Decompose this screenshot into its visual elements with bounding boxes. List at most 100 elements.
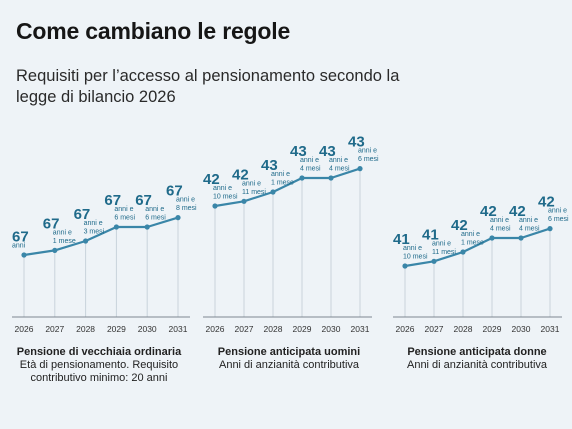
tick-label: 2030 bbox=[322, 324, 341, 334]
caption-subtitle: Età di pensionamento. Requisito contribu… bbox=[19, 359, 179, 384]
data-label-value: 43 bbox=[319, 143, 336, 160]
data-label-unit: anni e bbox=[432, 240, 451, 247]
data-label-value: 67 bbox=[135, 192, 152, 209]
data-label-unit: anni e bbox=[271, 171, 290, 178]
data-label-value: 67 bbox=[12, 229, 29, 246]
data-label-unit: anni e bbox=[176, 197, 195, 204]
tick-label: 2030 bbox=[512, 324, 531, 334]
data-label-unit: 1 mese bbox=[461, 240, 484, 247]
data-label-unit: anni e bbox=[519, 217, 538, 224]
data-label-unit: anni e bbox=[114, 206, 133, 213]
tick-label: 2027 bbox=[45, 324, 64, 334]
caption-subtitle: Anni di anzianità contributiva bbox=[218, 359, 360, 371]
data-point bbox=[144, 224, 150, 230]
data-point bbox=[212, 203, 218, 209]
data-point bbox=[241, 198, 247, 204]
page-subtitle: Requisiti per l’accesso al pensionamento… bbox=[16, 67, 400, 106]
data-point bbox=[489, 235, 495, 241]
tick-label: 2026 bbox=[15, 324, 34, 334]
data-label-unit: 10 mesi bbox=[403, 254, 428, 261]
data-label-value: 43 bbox=[348, 134, 365, 151]
data-label-unit: 3 mesi bbox=[84, 229, 105, 236]
caption-anticipata-uomini: Pensione anticipata uomini Anni di anzia… bbox=[196, 346, 382, 372]
tick-label: 2031 bbox=[351, 324, 370, 334]
data-label-unit: 10 mesi bbox=[213, 194, 238, 201]
data-label-unit: 6 mesi bbox=[358, 156, 379, 163]
data-point bbox=[83, 238, 89, 244]
data-label-unit: anni e bbox=[145, 206, 164, 213]
data-point bbox=[270, 189, 276, 195]
data-label-value: 67 bbox=[166, 183, 183, 200]
data-point bbox=[113, 224, 119, 230]
data-label-unit: 8 mesi bbox=[176, 205, 197, 212]
series-line bbox=[214, 167, 361, 208]
tick-label: 2027 bbox=[425, 324, 444, 334]
series-line bbox=[23, 216, 179, 257]
data-label-value: 41 bbox=[422, 226, 439, 243]
tick-label: 2029 bbox=[107, 324, 126, 334]
data-label-value: 43 bbox=[261, 157, 278, 174]
data-label-value: 67 bbox=[104, 192, 121, 209]
data-label-value: 42 bbox=[538, 194, 555, 211]
data-label-value: 42 bbox=[509, 203, 526, 220]
data-point bbox=[357, 166, 363, 172]
data-label-unit: anni e bbox=[490, 217, 509, 224]
caption-vecchiaia: Pensione di vecchiaia ordinaria Età di p… bbox=[6, 346, 192, 385]
data-label-value: 67 bbox=[43, 215, 60, 232]
data-label-value: 42 bbox=[480, 203, 497, 220]
data-label-unit: anni e bbox=[358, 148, 377, 155]
data-label-unit: 4 mesi bbox=[519, 226, 540, 233]
data-label-unit: anni e bbox=[461, 231, 480, 238]
data-label-value: 42 bbox=[232, 166, 249, 183]
tick-label: 2028 bbox=[76, 324, 95, 334]
data-label-unit: 1 mese bbox=[53, 238, 76, 245]
data-point bbox=[328, 175, 334, 181]
data-point bbox=[21, 252, 27, 258]
series-line bbox=[404, 227, 551, 268]
data-label-unit: anni e bbox=[213, 185, 232, 192]
tick-label: 2026 bbox=[206, 324, 225, 334]
data-label-unit: 11 mesi bbox=[242, 189, 266, 196]
data-point bbox=[299, 175, 305, 181]
tick-label: 2030 bbox=[138, 324, 157, 334]
tick-label: 2028 bbox=[454, 324, 473, 334]
tick-label: 2029 bbox=[483, 324, 502, 334]
tick-label: 2029 bbox=[293, 324, 312, 334]
data-label-unit: anni e bbox=[84, 220, 103, 227]
data-label-unit: anni e bbox=[403, 245, 422, 252]
data-label-value: 43 bbox=[290, 143, 307, 160]
data-point bbox=[431, 258, 437, 264]
data-label-unit: 11 mesi bbox=[432, 249, 456, 256]
data-label-value: 42 bbox=[451, 217, 468, 234]
data-point bbox=[175, 215, 181, 221]
data-label-unit: 4 mesi bbox=[490, 226, 511, 233]
data-label-unit: anni e bbox=[329, 157, 348, 164]
data-label-value: 42 bbox=[203, 171, 220, 188]
caption-title: Pensione di vecchiaia ordinaria bbox=[16, 346, 182, 358]
data-label-unit: 1 mese bbox=[271, 180, 294, 187]
data-point bbox=[518, 235, 524, 241]
data-label-unit: anni e bbox=[242, 180, 261, 187]
tick-label: 2031 bbox=[169, 324, 188, 334]
tick-label: 2026 bbox=[396, 324, 415, 334]
data-label-unit: anni e bbox=[548, 208, 567, 215]
data-label-value: 41 bbox=[393, 231, 410, 248]
data-label-value: 67 bbox=[74, 206, 91, 223]
data-point bbox=[52, 247, 58, 253]
page-title: Come cambiano le regole bbox=[16, 18, 291, 44]
data-point bbox=[460, 249, 466, 255]
data-label-unit: 4 mesi bbox=[329, 166, 350, 173]
data-point bbox=[547, 226, 553, 232]
caption-title: Pensione anticipata donne bbox=[407, 346, 547, 358]
data-label-unit: 6 mesi bbox=[145, 215, 166, 222]
tick-label: 2028 bbox=[264, 324, 283, 334]
data-label-unit: anni e bbox=[53, 229, 72, 236]
data-point bbox=[402, 263, 408, 269]
data-label-unit: 6 mesi bbox=[548, 216, 569, 223]
caption-subtitle: Anni di anzianità contributiva bbox=[406, 359, 548, 371]
data-label-unit: anni e bbox=[300, 157, 319, 164]
data-label-unit: 4 mesi bbox=[300, 166, 321, 173]
caption-anticipata-donne: Pensione anticipata donne Anni di anzian… bbox=[384, 346, 570, 372]
tick-label: 2031 bbox=[541, 324, 560, 334]
